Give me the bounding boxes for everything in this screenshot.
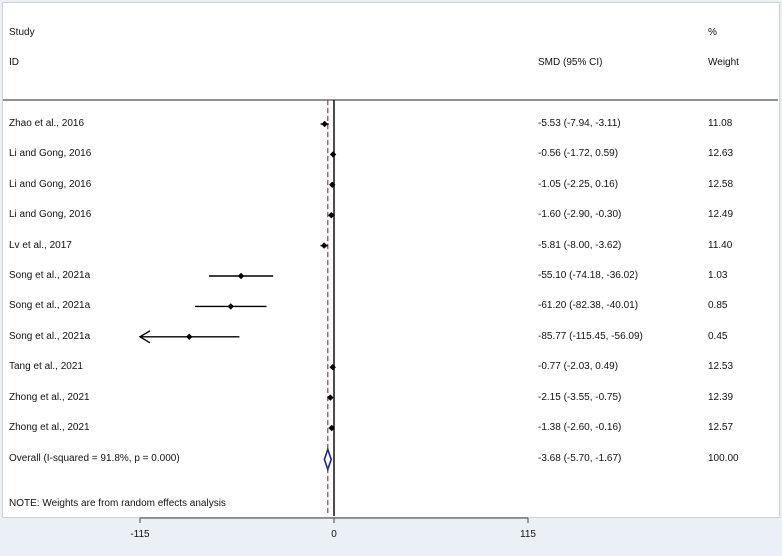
study-ci-text: -85.77 (-115.45, -56.09) — [538, 330, 643, 342]
header-percent: % — [708, 27, 717, 38]
overall-weight-text: 100.00 — [708, 453, 739, 465]
study-ci-text: -1.60 (-2.90, -0.30) — [538, 209, 622, 221]
study-label: Song et al., 2021a — [9, 300, 91, 312]
study-label: Tang et al., 2021 — [9, 361, 83, 373]
study-label: Zhao et al., 2016 — [9, 118, 85, 129]
study-weight-text: 12.49 — [708, 209, 734, 221]
point-estimate-marker — [328, 424, 335, 432]
header-smd: SMD (95% CI) — [538, 57, 603, 68]
study-label: Song et al., 2021a — [9, 330, 91, 342]
point-estimate-marker — [320, 242, 328, 249]
point-estimate-marker — [329, 364, 336, 371]
x-tick-label: 115 — [520, 529, 536, 540]
study-ci-text: -0.56 (-1.72, 0.59) — [538, 148, 619, 160]
study-weight-text: 11.40 — [708, 239, 733, 251]
study-weight-text: 0.85 — [708, 300, 728, 312]
ci-arrow — [138, 330, 151, 344]
study-ci-text: -2.15 (-3.55, -0.75) — [538, 391, 622, 403]
point-estimate-marker — [186, 333, 193, 340]
point-estimate-marker — [328, 212, 335, 219]
study-ci-text: -5.53 (-7.94, -3.11) — [538, 118, 621, 129]
study-ci-text: -55.10 (-74.18, -36.02) — [538, 270, 639, 281]
point-estimate-marker — [327, 394, 334, 401]
plot-area — [2, 2, 780, 518]
study-weight-text: 12.53 — [708, 361, 734, 373]
study-label: Zhong et al., 2021 — [9, 422, 90, 433]
point-estimate-marker — [227, 303, 234, 310]
point-estimate-marker — [321, 120, 328, 128]
footnote: NOTE: Weights are from random effects an… — [9, 498, 226, 509]
study-ci-text: -1.05 (-2.25, 0.16) — [538, 178, 619, 190]
study-label: Li and Gong, 2016 — [9, 148, 92, 160]
study-label: Li and Gong, 2016 — [9, 209, 92, 221]
study-weight-text: 12.58 — [708, 178, 734, 190]
study-weight-text: 0.45 — [708, 330, 728, 342]
header-id: ID — [9, 57, 19, 68]
study-label: Zhong et al., 2021 — [9, 391, 90, 403]
study-ci-text: -1.38 (-2.60, -0.16) — [538, 422, 622, 433]
study-label: Lv et al., 2017 — [9, 239, 72, 251]
x-tick-label: -115 — [130, 529, 150, 540]
point-estimate-marker — [237, 272, 245, 280]
x-tick-label: 0 — [331, 529, 337, 540]
study-weight-text: 1.03 — [708, 270, 728, 281]
study-ci-text: -61.20 (-82.38, -40.01) — [538, 300, 639, 312]
study-weight-text: 11.08 — [708, 118, 733, 129]
overall-diamond — [323, 446, 333, 472]
study-weight-text: 12.57 — [708, 422, 734, 433]
point-estimate-marker — [329, 181, 336, 188]
study-weight-text: 12.39 — [708, 391, 734, 403]
header-weight: Weight — [708, 57, 739, 68]
study-label: Song et al., 2021a — [9, 270, 91, 281]
header-study: Study — [9, 27, 35, 38]
study-ci-text: -5.81 (-8.00, -3.62) — [538, 239, 622, 251]
study-ci-text: -0.77 (-2.03, 0.49) — [538, 361, 619, 373]
point-estimate-marker — [329, 151, 337, 158]
study-weight-text: 12.63 — [708, 148, 734, 160]
study-label: Li and Gong, 2016 — [9, 178, 92, 190]
overall-ci-text: -3.68 (-5.70, -1.67) — [538, 453, 622, 465]
overall-label: Overall (I-squared = 91.8%, p = 0.000) — [9, 453, 180, 465]
